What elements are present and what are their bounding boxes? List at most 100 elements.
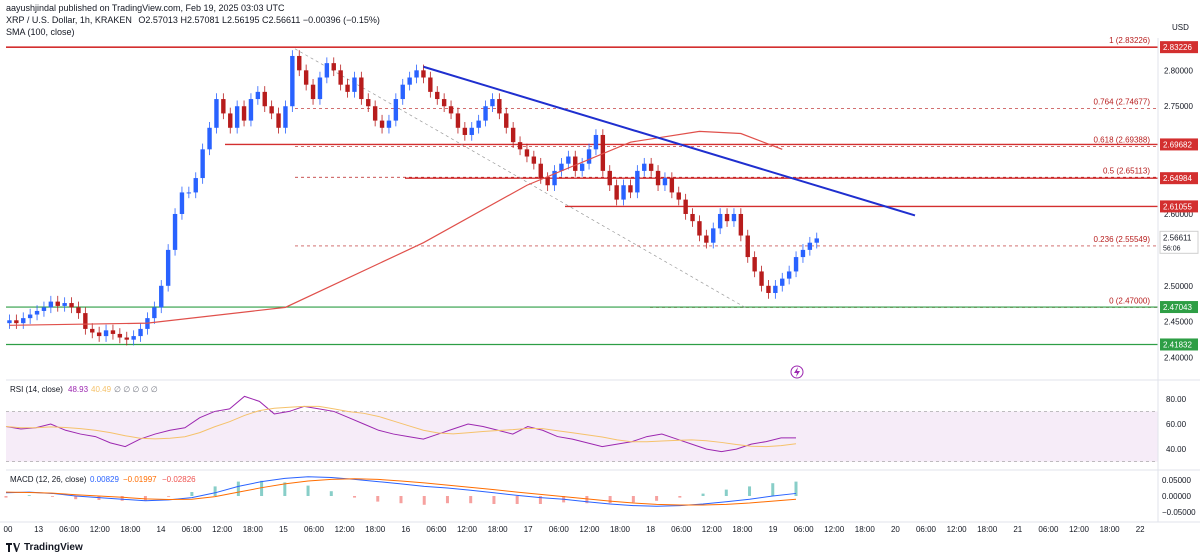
macd-histogram-bar [771, 483, 775, 496]
candle-body [476, 120, 481, 128]
price-axis-badge [1160, 138, 1198, 151]
price-tick-label: 2.60000 [1164, 210, 1193, 219]
x-tick-label: 14 [157, 525, 166, 534]
candle-body [545, 178, 550, 186]
macd-histogram-bar [445, 496, 449, 504]
macd-hist-value: −0.02826 [162, 475, 196, 484]
candle-body [345, 84, 350, 92]
candle-body [214, 99, 219, 128]
candle-body [69, 303, 74, 308]
candle-body [490, 99, 495, 107]
candle-body [428, 77, 433, 92]
candle-body [400, 84, 405, 100]
candle-body [83, 313, 88, 329]
macd-tick-label: 0.05000 [1162, 476, 1191, 485]
macd-tick-label: −0.05000 [1162, 508, 1196, 517]
macd-histogram-bar [631, 496, 635, 503]
macd-histogram-bar [353, 496, 357, 498]
lightning-icon[interactable] [790, 365, 804, 379]
candle-body [14, 320, 19, 324]
price-tick-label: 2.80000 [1164, 66, 1193, 75]
candle-body [290, 55, 295, 107]
candle-body [759, 271, 764, 286]
fib-level-label: 0.764 (2.74677) [1094, 98, 1151, 107]
candle-body [697, 221, 702, 236]
sma-100-line [9, 130, 783, 326]
candle-body [207, 127, 212, 150]
price-pane: 2.800002.750002.700002.650002.600002.550… [6, 23, 1199, 379]
candle-body [807, 242, 813, 250]
macd-histogram-bar [655, 496, 659, 501]
bearish-trend-line [423, 65, 916, 217]
macd-histogram-bar [585, 496, 589, 504]
rsi-ma-line [5, 405, 797, 448]
x-tick-label: 18:00 [732, 525, 753, 534]
x-tick-label: 00 [4, 525, 13, 534]
candle-body [614, 185, 619, 200]
candle-body [393, 99, 399, 121]
macd-histogram-bar [538, 496, 542, 504]
candle-body [372, 106, 378, 121]
price-axis-badge [1160, 338, 1198, 351]
price-tick-label: 2.40000 [1164, 354, 1193, 363]
x-tick-label: 19 [769, 525, 778, 534]
candle-body [448, 106, 454, 114]
candle-body [276, 113, 281, 128]
candle-body [800, 249, 806, 258]
price-axis-badge [1160, 172, 1198, 185]
x-tick-label: 21 [1013, 525, 1022, 534]
x-tick-label: 18:00 [610, 525, 631, 534]
candle-body [131, 336, 136, 340]
candle-body [462, 127, 468, 135]
price-axis-badge-label: 2.47043 [1163, 303, 1192, 312]
candle-body [379, 120, 385, 128]
candle-body [642, 163, 647, 171]
countdown-label: 56:06 [1163, 245, 1181, 252]
macd-histogram-bar [260, 480, 264, 496]
candle-body [724, 213, 730, 222]
candle-body [573, 156, 578, 171]
fib-level-label: 0.5 (2.65113) [1103, 166, 1150, 175]
price-axis-badge [1160, 301, 1198, 314]
macd-pane: MACD (12, 26, close) 0.00829 −0.01997 −0.02… [4, 469, 1200, 517]
candle-body [600, 134, 606, 171]
candle-body [524, 149, 530, 157]
candle-body [469, 127, 474, 135]
x-tick-label: 12:00 [90, 525, 111, 534]
x-tick-label: 06:00 [916, 525, 937, 534]
symbol-line: XRP / U.S. Dollar, 1h, KRAKEN O2.57013 H… [6, 15, 380, 25]
macd-histogram-bar [283, 482, 287, 496]
x-tick-label: 17 [524, 525, 533, 534]
candle-body [552, 170, 557, 186]
candle-body [241, 106, 247, 121]
rsi-tick-label: 60.00 [1166, 420, 1187, 429]
candle-body [200, 149, 205, 179]
price-chart[interactable]: 2.800002.750002.700002.650002.600002.550… [0, 0, 1200, 540]
candle-body [234, 106, 240, 128]
candle-body [773, 285, 778, 293]
candle-body [510, 127, 516, 143]
candle-body [566, 156, 571, 164]
x-tick-label: 06:00 [1038, 525, 1059, 534]
candle-body [814, 238, 819, 243]
candle-body [159, 285, 164, 308]
candle-body [780, 278, 785, 286]
candle-body [407, 77, 412, 85]
candle-body [352, 77, 357, 92]
candle-body [579, 163, 585, 171]
macd-histogram-bar [608, 496, 612, 504]
candle-body [165, 249, 171, 286]
macd-signal-line [5, 478, 797, 506]
macd-histogram-bar [469, 496, 473, 504]
candle-body [586, 149, 592, 164]
candle-body [731, 213, 737, 222]
rsi-tick-label: 80.00 [1166, 395, 1187, 404]
rsi-ma-value: 40.49 [91, 385, 112, 394]
candle-body [766, 285, 771, 293]
macd-histogram-bar [329, 491, 333, 496]
brand[interactable]: TradingView [6, 542, 83, 553]
candle-body [711, 228, 716, 243]
current-price-label: 2.56611 [1163, 233, 1192, 242]
candle-body [366, 99, 371, 107]
